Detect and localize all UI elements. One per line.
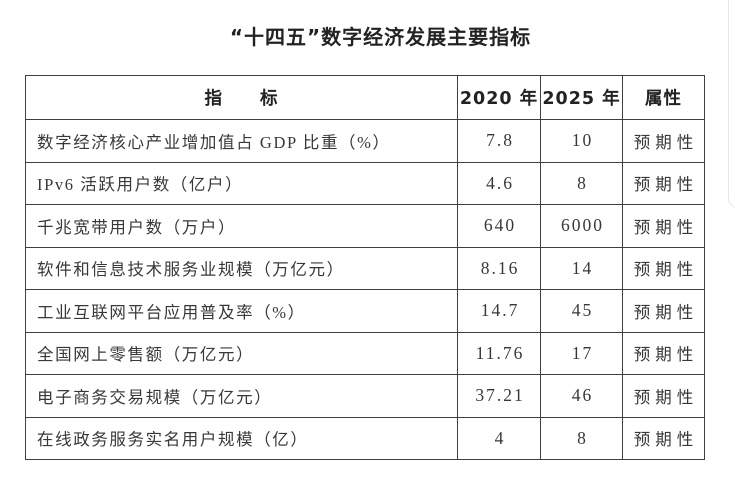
attribute-cell: 预期性 <box>622 416 705 460</box>
table-row: 数字经济核心产业增加值占 GDP 比重（%） 7.8 10 预期性 <box>25 119 705 163</box>
value-2020-cell: 4.6 <box>457 161 541 205</box>
indicator-cell: 千兆宽带用户数（万户） <box>25 204 458 248</box>
value-2020-cell: 640 <box>457 204 541 248</box>
value-2020-cell: 7.8 <box>457 119 541 163</box>
indicator-cell: 电子商务交易规模（万亿元） <box>25 374 458 418</box>
table-row: 软件和信息技术服务业规模（万亿元） 8.16 14 预期性 <box>25 246 705 290</box>
indicator-cell: 软件和信息技术服务业规模（万亿元） <box>25 246 458 290</box>
right-edge-card-border <box>728 0 735 208</box>
table-header-row: 指 标 2020 年 2025 年 属性 <box>25 75 705 120</box>
table-row: 千兆宽带用户数（万户） 640 6000 预期性 <box>25 204 705 248</box>
header-year-2025: 2025 年 <box>540 75 623 120</box>
table-row: 电子商务交易规模（万亿元） 37.21 46 预期性 <box>25 374 705 418</box>
table-row: 在线政务服务实名用户规模（亿） 4 8 预期性 <box>25 416 705 460</box>
page-title: “十四五”数字经济发展主要指标 <box>229 25 532 49</box>
table-row: 工业互联网平台应用普及率（%） 14.7 45 预期性 <box>25 289 705 333</box>
header-year-2020: 2020 年 <box>457 75 541 120</box>
table-row: 全国网上零售额（万亿元） 11.76 17 预期性 <box>25 331 705 375</box>
attribute-cell: 预期性 <box>622 331 705 375</box>
indicator-cell: 数字经济核心产业增加值占 GDP 比重（%） <box>25 119 458 163</box>
indicator-cell: 在线政务服务实名用户规模（亿） <box>25 416 458 460</box>
value-2025-cell: 46 <box>540 374 623 418</box>
indicator-cell: 工业互联网平台应用普及率（%） <box>25 289 458 333</box>
indicator-cell: 全国网上零售额（万亿元） <box>25 331 458 375</box>
value-2025-cell: 8 <box>540 416 623 460</box>
value-2020-cell: 4 <box>457 416 541 460</box>
value-2025-cell: 6000 <box>540 204 623 248</box>
value-2020-cell: 14.7 <box>457 289 541 333</box>
value-2020-cell: 8.16 <box>457 246 541 290</box>
value-2025-cell: 14 <box>540 246 623 290</box>
value-2025-cell: 8 <box>540 161 623 205</box>
value-2020-cell: 11.76 <box>457 331 541 375</box>
indicator-cell: IPv6 活跃用户数（亿户） <box>25 161 458 205</box>
value-2025-cell: 10 <box>540 119 623 163</box>
header-indicator: 指 标 <box>25 75 458 120</box>
attribute-cell: 预期性 <box>622 161 705 205</box>
value-2020-cell: 37.21 <box>457 374 541 418</box>
indicators-table: 指 标 2020 年 2025 年 属性 数字经济核心产业增加值占 GDP 比重… <box>25 75 705 460</box>
attribute-cell: 预期性 <box>622 374 705 418</box>
value-2025-cell: 17 <box>540 331 623 375</box>
table-row: IPv6 活跃用户数（亿户） 4.6 8 预期性 <box>25 161 705 205</box>
header-attribute: 属性 <box>622 75 705 120</box>
attribute-cell: 预期性 <box>622 246 705 290</box>
value-2025-cell: 45 <box>540 289 623 333</box>
attribute-cell: 预期性 <box>622 204 705 248</box>
attribute-cell: 预期性 <box>622 289 705 333</box>
attribute-cell: 预期性 <box>622 119 705 163</box>
